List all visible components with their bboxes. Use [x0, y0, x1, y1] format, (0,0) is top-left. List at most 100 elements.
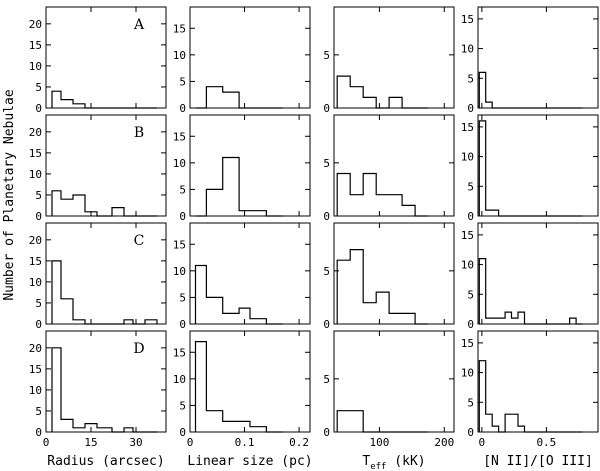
y-tick-label-radius-C-15: 15: [29, 255, 42, 268]
panel-frame-radius-D: [45, 330, 167, 433]
y-tick-label-n2_o3-A-10: 10: [461, 43, 474, 56]
y-tick-label-linear_size-C-5: 5: [179, 291, 186, 304]
y-tick-label-linear_size-D-0: 0: [179, 426, 186, 439]
x-tick-label-n2_o3-0: 0: [479, 436, 486, 449]
y-tick-label-radius-A-20: 20: [29, 18, 42, 31]
histogram-n2_o3-B: [478, 120, 583, 217]
y-tick-label-teff-B-0: 0: [323, 210, 330, 223]
histogram-linear_size-A: [195, 86, 283, 109]
panel-frame-n2_o3-B: [477, 114, 599, 217]
y-tick-label-n2_o3-D-10: 10: [461, 367, 474, 380]
x-tick-label-linear_size-0.1: 0.1: [235, 436, 255, 449]
x-tick-label-teff-200: 200: [434, 436, 454, 449]
y-tick-label-radius-B-10: 10: [29, 168, 42, 181]
panel-frame-linear_size-A: [189, 6, 311, 109]
y-tick-label-teff-A-0: 0: [323, 102, 330, 115]
panel-frame-teff-A: [333, 6, 455, 109]
y-tick-label-teff-D-5: 5: [323, 373, 330, 386]
y-tick-label-n2_o3-D-0: 0: [467, 426, 474, 439]
y-tick-label-teff-D-0: 0: [323, 426, 330, 439]
panel-letter-A: A: [133, 17, 145, 33]
histogram-radius-D: [51, 347, 157, 433]
histogram-n2_o3-D: [478, 360, 583, 433]
panel-frame-radius-B: [45, 114, 167, 217]
y-tick-label-n2_o3-D-15: 15: [461, 337, 474, 350]
x-tick-label-radius-15: 15: [84, 436, 97, 449]
y-tick-label-linear_size-A-0: 0: [179, 102, 186, 115]
x-tick-label-radius-0: 0: [43, 436, 50, 449]
y-tick-label-n2_o3-C-15: 15: [461, 229, 474, 242]
y-tick-label-linear_size-A-15: 15: [173, 22, 186, 35]
y-tick-label-radius-A-0: 0: [35, 102, 42, 115]
panel-frame-n2_o3-A: [477, 6, 599, 109]
x-axis-label-n2_o3: [N II]/[O III]: [483, 454, 593, 469]
y-tick-label-n2_o3-C-10: 10: [461, 259, 474, 272]
panel-frame-linear_size-B: [189, 114, 311, 217]
y-tick-label-radius-D-0: 0: [35, 426, 42, 439]
y-tick-label-n2_o3-A-15: 15: [461, 13, 474, 26]
x-tick-label-n2_o3-0.5: 0.5: [536, 436, 556, 449]
x-tick-label-radius-30: 30: [129, 436, 142, 449]
y-tick-label-radius-D-5: 5: [35, 405, 42, 418]
y-axis-label: Number of Planetary Nebulae: [2, 89, 17, 300]
y-tick-label-linear_size-D-5: 5: [179, 399, 186, 412]
y-tick-label-linear_size-C-15: 15: [173, 238, 186, 251]
y-tick-label-radius-B-15: 15: [29, 147, 42, 160]
panel-letter-C: C: [134, 233, 145, 249]
y-tick-label-linear_size-B-0: 0: [179, 210, 186, 223]
panel-frame-linear_size-C: [189, 222, 311, 325]
x-axis-label-radius: Radius (arcsec): [47, 454, 164, 469]
y-tick-label-n2_o3-C-0: 0: [467, 318, 474, 331]
histogram-linear_size-B: [195, 156, 283, 217]
y-tick-label-n2_o3-B-15: 15: [461, 121, 474, 134]
histogram-radius-B: [51, 190, 157, 217]
y-tick-label-n2_o3-A-5: 5: [467, 72, 474, 85]
y-tick-label-linear_size-C-10: 10: [173, 265, 186, 278]
y-tick-label-n2_o3-B-10: 10: [461, 151, 474, 164]
y-tick-label-radius-D-10: 10: [29, 384, 42, 397]
panel-frame-teff-D: [333, 330, 455, 433]
y-tick-label-radius-B-0: 0: [35, 210, 42, 223]
panel-frame-n2_o3-C: [477, 222, 599, 325]
y-tick-label-linear_size-B-5: 5: [179, 183, 186, 196]
x-tick-label-linear_size-0: 0: [187, 436, 194, 449]
panel-frame-n2_o3-D: [477, 330, 599, 433]
histogram-n2_o3-A: [478, 71, 583, 109]
y-tick-label-n2_o3-A-0: 0: [467, 102, 474, 115]
y-tick-label-linear_size-B-15: 15: [173, 130, 186, 143]
histogram-radius-A: [51, 90, 157, 109]
histogram-teff-C: [336, 249, 429, 325]
histogram-teff-D: [336, 410, 429, 433]
histogram-linear_size-D: [194, 341, 283, 433]
y-tick-label-radius-C-10: 10: [29, 276, 42, 289]
y-tick-label-linear_size-A-5: 5: [179, 75, 186, 88]
y-tick-label-linear_size-B-10: 10: [173, 157, 186, 170]
y-tick-label-n2_o3-B-5: 5: [467, 180, 474, 193]
y-tick-label-radius-A-5: 5: [35, 81, 42, 94]
panel-frame-teff-C: [333, 222, 455, 325]
y-tick-label-n2_o3-B-0: 0: [467, 210, 474, 223]
y-tick-label-n2_o3-C-5: 5: [467, 288, 474, 301]
histogram-n2_o3-C: [478, 258, 583, 325]
y-tick-label-radius-C-20: 20: [29, 234, 42, 247]
panel-frame-linear_size-D: [189, 330, 311, 433]
y-tick-label-linear_size-D-15: 15: [173, 346, 186, 359]
x-tick-label-teff-100: 100: [369, 436, 389, 449]
panel-frame-radius-C: [45, 222, 167, 325]
y-tick-label-radius-A-10: 10: [29, 60, 42, 73]
y-tick-label-radius-D-20: 20: [29, 342, 42, 355]
y-tick-label-radius-D-15: 15: [29, 363, 42, 376]
histogram-teff-B: [336, 172, 429, 217]
x-axis-label-linear_size: Linear size (pc): [187, 454, 312, 469]
x-axis-label-teff: Teff (kK): [362, 454, 425, 471]
y-tick-label-linear_size-A-10: 10: [173, 49, 186, 62]
y-tick-label-radius-B-20: 20: [29, 126, 42, 139]
y-tick-label-n2_o3-D-5: 5: [467, 396, 474, 409]
y-tick-label-radius-C-0: 0: [35, 318, 42, 331]
y-tick-label-radius-A-15: 15: [29, 39, 42, 52]
histogram-linear_size-C: [194, 264, 283, 325]
y-tick-label-teff-B-5: 5: [323, 157, 330, 170]
x-tick-label-linear_size-0.2: 0.2: [289, 436, 309, 449]
panel-letter-B: B: [134, 125, 144, 141]
